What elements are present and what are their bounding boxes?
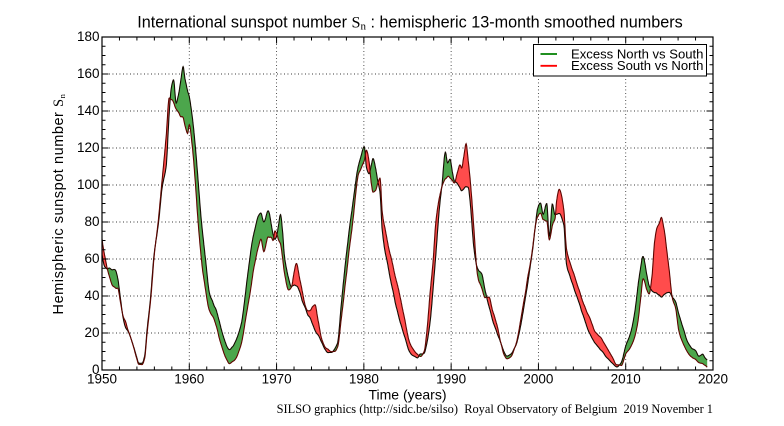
svg-text:Excess North vs South: Excess North vs South [571,46,703,61]
svg-text:SILSO graphics (http://sidc.be: SILSO graphics (http://sidc.be/silso) Ro… [277,402,713,416]
svg-text:140: 140 [77,103,100,118]
svg-text:60: 60 [84,251,99,266]
svg-text:1960: 1960 [174,372,204,387]
svg-text:180: 180 [77,29,100,44]
svg-text:1950: 1950 [87,372,117,387]
svg-text:International sunspot number S: International sunspot number Sn : hemisp… [137,14,682,33]
svg-text:2010: 2010 [611,372,641,387]
svg-text:120: 120 [77,140,100,155]
svg-text:160: 160 [77,66,100,81]
svg-text:80: 80 [84,214,99,229]
svg-text:1990: 1990 [436,372,466,387]
svg-text:40: 40 [84,288,99,303]
svg-text:20: 20 [84,325,99,340]
svg-text:0: 0 [92,362,100,377]
svg-text:100: 100 [77,177,100,192]
svg-text:Time (years): Time (years) [368,387,446,403]
svg-text:2000: 2000 [523,372,553,387]
svg-text:Excess South vs North: Excess South vs North [571,58,703,73]
svg-text:1970: 1970 [262,372,292,387]
svg-text:Hemispheric sunspot number Sn: Hemispheric sunspot number Sn [51,93,67,314]
svg-text:1980: 1980 [349,372,379,387]
svg-text:2020: 2020 [698,372,728,387]
